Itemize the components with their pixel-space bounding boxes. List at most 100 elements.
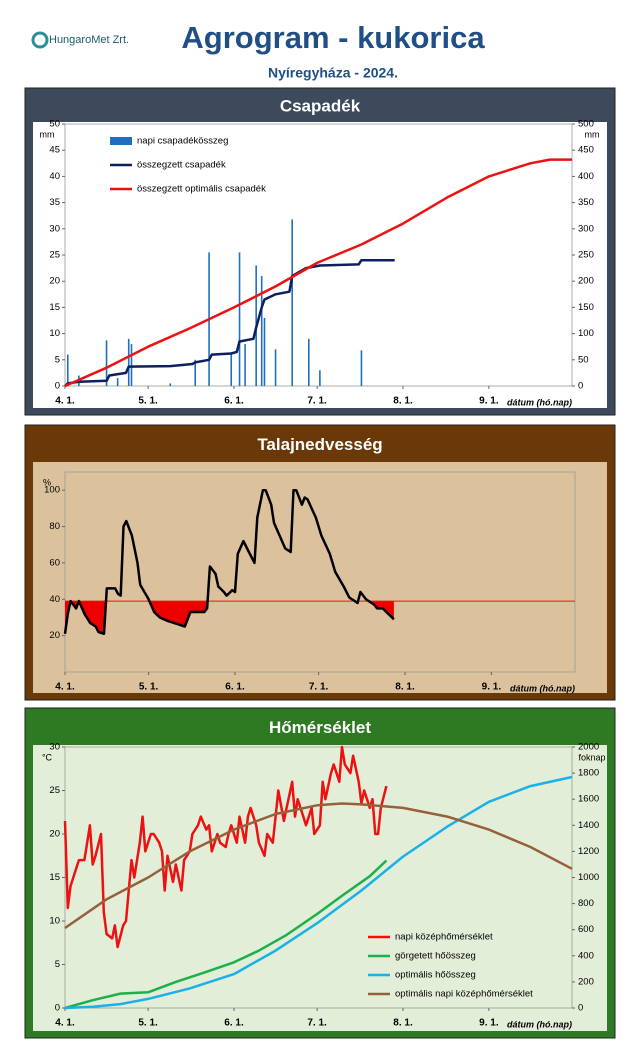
x-tick-label: 4. 1. [55,1018,75,1029]
y2-tick-label: 200 [578,276,594,287]
page-title: Agrogram - kukorica [181,20,485,55]
bar [319,370,321,386]
chart-title: Csapadék [280,96,361,115]
legend-label: összegzett csapadék [137,160,226,171]
x-tick-label: 9. 1. [482,682,502,693]
y2-tick-label: 100 [578,328,594,339]
x-tick-label: 4. 1. [55,396,75,407]
y-tick-label: 20 [49,829,60,840]
line [63,745,388,949]
bar [238,252,241,386]
y-tick-label: 10 [49,916,60,927]
bar [116,378,119,386]
y2-tick-label: 400 [578,171,594,182]
logo: HungaroMet Zrt. [31,31,129,49]
x-tick-label: 6. 1. [224,396,244,407]
y2-unit: mm [585,129,600,139]
y-tick-label: 25 [49,250,60,261]
y-tick-label: 45 [49,145,60,156]
y-unit: % [43,477,51,487]
chart-title: Talajnedvesség [257,435,382,454]
bar [263,317,266,386]
y2-tick-label: 300 [578,223,594,234]
bar [105,340,108,386]
y-tick-label: 5 [55,354,60,365]
x-tick-label: 7. 1. [307,396,327,407]
y2-tick-label: 250 [578,250,594,261]
bar [291,219,293,386]
y-tick-label: 30 [49,742,60,753]
bar [308,338,310,386]
y2-tick-label: 0 [578,381,583,392]
y2-tick-label: 150 [578,302,594,313]
y-tick-label: 80 [49,521,60,532]
y-tick-label: 30 [49,223,60,234]
x-tick-label: 7. 1. [309,682,329,693]
x-tick-label: 8. 1. [395,682,415,693]
bar [194,359,197,386]
legend-label: görgetett hőösszeg [395,951,476,962]
y2-tick-label: 200 [578,976,594,987]
y-tick-label: 40 [49,171,60,182]
y-unit: mm [40,129,55,139]
y2-tick-label: 600 [578,924,594,935]
bar [260,275,263,386]
bar [360,350,363,386]
y-tick-label: 0 [55,381,60,392]
page-subtitle: Nyíregyháza - 2024. [268,65,398,81]
bar [130,344,133,386]
y2-tick-label: 450 [578,145,594,156]
x-tick-label: 8. 1. [393,396,413,407]
y2-tick-label: 2000 [578,742,599,753]
y2-tick-label: 1200 [578,846,599,857]
bar [274,349,277,386]
bar [169,383,172,386]
logo-text: HungaroMet Zrt. [49,34,129,46]
bar [244,344,246,386]
x-tick-label: 7. 1. [307,1018,327,1029]
legend-label: napi csapadékösszeg [137,136,228,147]
x-axis-label: dátum (hó.nap) [507,1019,572,1029]
y-tick-label: 0 [55,1003,60,1014]
y-unit: °C [42,752,53,762]
bar [127,338,130,386]
y2-unit: foknap [578,752,605,762]
plot-area [64,471,576,673]
plot-area [64,746,573,1009]
line [64,158,572,388]
x-axis-label: dátum (hó.nap) [507,397,572,407]
x-tick-label: 9. 1. [479,1018,499,1029]
y-tick-label: 20 [49,630,60,641]
y2-tick-label: 50 [578,354,589,365]
line [64,775,573,1010]
x-tick-label: 6. 1. [224,1018,244,1029]
line [64,859,388,1010]
bar [66,354,69,386]
x-tick-label: 5. 1. [138,396,158,407]
y-tick-label: 35 [49,197,60,208]
x-tick-label: 5. 1. [138,1018,158,1029]
y-tick-label: 15 [49,302,60,313]
y-tick-label: 15 [49,872,60,883]
y-tick-label: 50 [49,119,60,130]
legend-swatch [110,137,132,145]
x-tick-label: 5. 1. [139,682,159,693]
y-tick-label: 20 [49,276,60,287]
line [64,802,573,930]
y2-tick-label: 500 [578,119,594,130]
bar [230,354,233,386]
y2-tick-label: 1000 [578,872,599,883]
logo-icon [31,31,49,49]
y2-tick-label: 0 [578,1003,583,1014]
x-tick-label: 8. 1. [393,1018,413,1029]
y-tick-label: 60 [49,557,60,568]
legend-label: összegzett optimális csapadék [137,184,266,195]
y2-tick-label: 800 [578,898,594,909]
y-tick-label: 10 [49,328,60,339]
legend-label: optimális hőösszeg [395,970,476,981]
y2-tick-label: 1400 [578,820,599,831]
y-tick-label: 25 [49,785,60,796]
chart-title: Hőmérséklet [269,718,371,737]
y2-tick-label: 400 [578,950,594,961]
